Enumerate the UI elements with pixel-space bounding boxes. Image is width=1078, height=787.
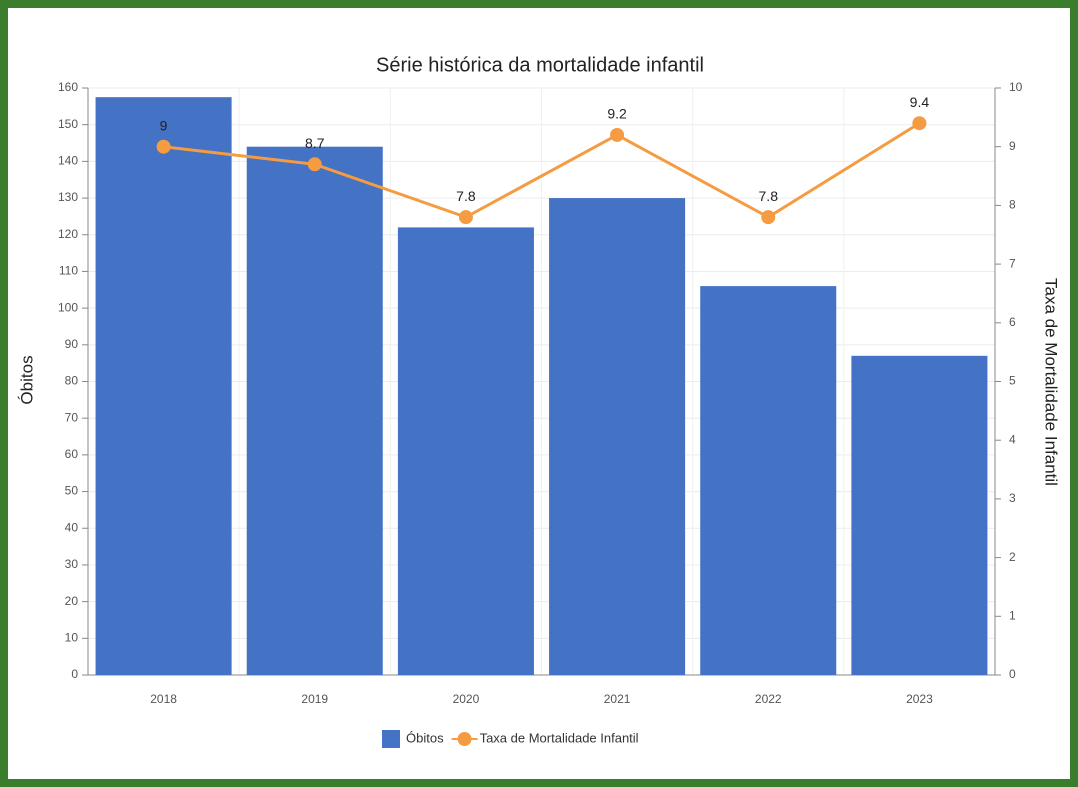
point <box>761 210 776 225</box>
bar <box>700 286 837 675</box>
x-tick-label: 2019 <box>301 692 328 706</box>
y-tick-label: 20 <box>65 594 79 608</box>
y2-tick-label: 0 <box>1009 667 1016 681</box>
y2-tick-label: 7 <box>1009 256 1016 270</box>
y-tick-label: 10 <box>65 630 79 644</box>
x-tick-label: 2021 <box>604 692 631 706</box>
y-tick-label: 160 <box>58 80 78 94</box>
y-tick-label: 50 <box>65 484 79 498</box>
y-tick-label: 120 <box>58 227 78 241</box>
y-axis-title: Óbitos <box>17 355 36 404</box>
y-tick-label: 70 <box>65 410 79 424</box>
y2-tick-label: 1 <box>1009 608 1016 622</box>
y2-tick-label: 9 <box>1009 139 1016 153</box>
data-label: 7.8 <box>759 188 779 204</box>
data-label: 9.2 <box>607 106 627 122</box>
y2-axis-title: Taxa de Mortalidade Infantil <box>1042 278 1061 486</box>
y2-tick-label: 3 <box>1009 491 1016 505</box>
data-label: 9.4 <box>910 94 930 110</box>
y-tick-label: 40 <box>65 520 79 534</box>
x-tick-label: 2018 <box>150 692 177 706</box>
y2-tick-label: 5 <box>1009 374 1016 388</box>
bar <box>549 198 686 675</box>
y-tick-label: 90 <box>65 337 79 351</box>
x-tick-label: 2022 <box>755 692 782 706</box>
point <box>912 116 927 131</box>
legend-label: Óbitos <box>406 730 444 745</box>
x-tick-label: 2023 <box>906 692 933 706</box>
point <box>458 210 473 225</box>
line <box>163 121 921 219</box>
y-tick-label: 30 <box>65 557 79 571</box>
y-tick-label: 110 <box>59 264 78 278</box>
bar <box>851 355 988 675</box>
y-tick-label: 150 <box>58 117 78 131</box>
point <box>307 157 322 172</box>
chart-title: Série histórica da mortalidade infantil <box>376 54 704 76</box>
bar <box>397 227 534 675</box>
y2-tick-label: 10 <box>1009 80 1023 94</box>
y-tick-label: 100 <box>58 300 78 314</box>
bar <box>246 146 383 675</box>
x-tick-label: 2020 <box>453 692 480 706</box>
y-tick-label: 80 <box>65 374 79 388</box>
y2-tick-label: 8 <box>1009 198 1016 212</box>
legend-swatch <box>382 730 400 748</box>
y-tick-label: 140 <box>58 154 78 168</box>
y-tick-label: 0 <box>71 667 78 681</box>
point <box>156 139 171 154</box>
legend-label: Taxa de Mortalidade Infantil <box>480 730 639 745</box>
y-tick-label: 60 <box>65 447 79 461</box>
data-label: 9 <box>160 117 168 133</box>
y-tick-label: 130 <box>58 190 78 204</box>
data-label: 8.7 <box>305 135 325 151</box>
legend-swatch <box>457 732 472 746</box>
y2-tick-label: 4 <box>1009 432 1016 446</box>
y2-tick-label: 2 <box>1009 550 1016 564</box>
bar <box>95 97 232 675</box>
point <box>610 127 625 142</box>
data-label: 7.8 <box>456 188 476 204</box>
y2-tick-label: 6 <box>1009 315 1016 329</box>
